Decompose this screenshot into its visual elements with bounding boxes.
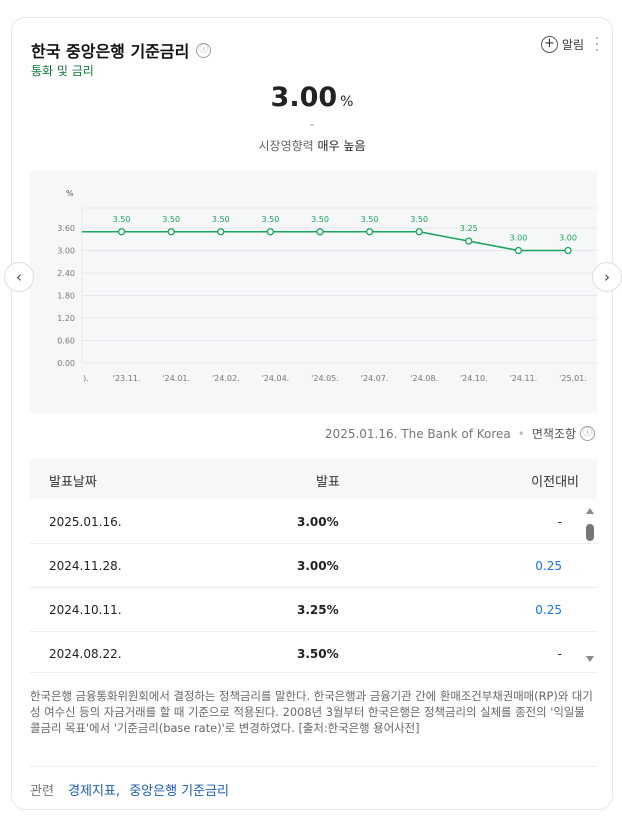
card-title-text: 한국 중앙은행 기준금리 <box>31 42 190 61</box>
scroll-down-icon[interactable] <box>586 656 594 662</box>
data-label: 3.50 <box>162 215 180 224</box>
data-label: 3.50 <box>410 215 428 224</box>
data-point <box>316 228 324 236</box>
table-row: 2024.11.28. 3.00% 0.25 <box>30 544 597 588</box>
divider <box>30 672 597 673</box>
next-button[interactable]: › <box>592 262 622 292</box>
x-tick-label: '24.08. <box>410 374 438 383</box>
data-label: 3.50 <box>212 215 230 224</box>
data-point <box>465 237 473 245</box>
related-links: 관련 경제지표, 중앙은행 기준금리 <box>30 780 229 799</box>
card-subtitle[interactable]: 통화 및 금리 <box>31 64 94 78</box>
row-change: - <box>557 515 562 529</box>
card-title: 한국 중앙은행 기준금리 ⓘ <box>31 38 212 62</box>
scroll-thumb[interactable] <box>586 524 594 541</box>
data-point <box>117 228 126 236</box>
x-tick-label: '24.05. <box>311 374 339 383</box>
rate-chart: % 3.60 3.00 2.40 1.80 1.20 0.60 0.00). '23.11. '2… <box>30 171 597 413</box>
market-impact-label: 시장영향력 <box>258 139 314 153</box>
table-row: 2024.08.22. 3.50% - <box>30 632 597 670</box>
row-date: 2024.11.28. <box>49 559 122 573</box>
row-date: 2025.01.16. <box>49 515 122 529</box>
x-tick-label: '24.10. <box>460 374 488 383</box>
row-date: 2024.10.11. <box>49 603 122 617</box>
alarm-label: 알림 <box>561 38 584 52</box>
table-row: 2024.10.11. 3.25% 0.25 <box>30 588 597 632</box>
x-tick-label: '25.01. <box>559 374 587 383</box>
row-date: 2024.08.22. <box>49 647 122 661</box>
data-point <box>266 228 275 236</box>
alarm-button[interactable]: + 알림 <box>540 36 584 53</box>
current-rate-value: 3.00 <box>270 82 338 113</box>
separator-dot: • <box>517 426 525 441</box>
current-rate: 3.00% <box>12 82 612 113</box>
x-tick-label: '24.04. <box>262 374 290 383</box>
plus-icon: + <box>540 36 558 53</box>
x-tick-label: '24.02. <box>212 374 240 383</box>
series-line <box>82 230 568 252</box>
table-scrollbar[interactable] <box>585 508 595 664</box>
rate-change: - <box>310 118 314 131</box>
info-icon[interactable]: ⓘ <box>196 42 212 58</box>
y-tick-label: 3.60 <box>57 224 75 233</box>
interest-rate-card: 한국 중앙은행 기준금리 ⓘ 통화 및 금리 + 알림 · · · 3.00% - … <box>11 17 613 810</box>
y-tick-label: 1.20 <box>57 314 75 323</box>
data-point <box>415 228 423 236</box>
market-impact: 시장영향력 매우 높음 <box>12 137 612 154</box>
data-point <box>167 228 175 236</box>
y-tick-label: 2.40 <box>57 269 75 278</box>
description: 한국은행 금융통화위원회에서 결정하는 정책금리를 말한다. 한국은행과 금융기… <box>30 689 593 735</box>
data-point <box>514 246 523 255</box>
prev-button[interactable]: ‹ <box>4 262 34 292</box>
more-options-icon[interactable]: · · · <box>594 31 600 59</box>
row-change: 0.25 <box>535 603 562 617</box>
data-label: 3.50 <box>311 215 329 224</box>
y-tick-label: 3.00 <box>57 247 75 256</box>
y-tick-label: 0.60 <box>57 337 75 346</box>
disclaimer-info-icon[interactable]: ⓘ <box>580 426 595 441</box>
disclaimer-link[interactable]: 면책조항 <box>531 427 576 441</box>
rate-chart-svg: % 3.60 3.00 2.40 1.80 1.20 0.60 0.00). '23.11. '2… <box>57 189 597 383</box>
y-tick-label: 0.00 <box>57 359 75 368</box>
data-label: 3.50 <box>113 215 131 224</box>
data-point <box>564 246 572 255</box>
data-label: 3.00 <box>509 234 527 243</box>
y-axis-label: % <box>66 189 74 198</box>
header-value: 발표 <box>316 475 340 490</box>
table-header: 발표날짜 발표 이전대비 <box>30 459 597 499</box>
x-tick-label: ). <box>83 374 89 383</box>
y-tick-label: 1.80 <box>57 292 75 301</box>
x-tick-label: '24.01. <box>162 374 190 383</box>
related-link-economic-indicators[interactable]: 경제지표, <box>68 784 121 799</box>
table-row: 2025.01.16. 3.00% - <box>30 500 597 544</box>
x-tick-label: '24.11. <box>510 374 538 383</box>
data-point <box>365 228 374 236</box>
data-label: 3.00 <box>559 234 577 243</box>
market-impact-value: 매우 높음 <box>317 139 366 153</box>
scroll-up-icon[interactable] <box>586 508 594 514</box>
source-text: 2025.01.16. The Bank of Korea <box>324 426 511 441</box>
row-change: - <box>557 647 562 661</box>
header-change: 이전대비 <box>531 475 579 490</box>
data-label: 3.25 <box>460 224 478 233</box>
row-change: 0.25 <box>535 559 562 573</box>
data-label: 3.50 <box>361 215 379 224</box>
announcement-table[interactable]: 2025.01.16. 3.00% - 2024.11.28. 3.00% 0.… <box>30 500 597 670</box>
data-label: 3.50 <box>261 215 279 224</box>
row-value: 3.00% <box>297 559 339 573</box>
x-tick-label: '23.11. <box>113 374 141 383</box>
related-link-central-bank-rate[interactable]: 중앙은행 기준금리 <box>129 784 229 799</box>
header-date: 발표날짜 <box>49 475 97 490</box>
related-label: 관련 <box>30 784 54 799</box>
row-value: 3.00% <box>297 515 339 529</box>
source-line: 2025.01.16. The Bank of Korea • 면책조항 ⓘ <box>325 425 595 442</box>
current-rate-unit: % <box>340 94 354 110</box>
row-value: 3.50% <box>297 647 339 661</box>
data-point <box>217 228 225 236</box>
row-value: 3.25% <box>297 603 339 617</box>
x-tick-label: '24.07. <box>361 374 389 383</box>
divider <box>30 766 597 767</box>
